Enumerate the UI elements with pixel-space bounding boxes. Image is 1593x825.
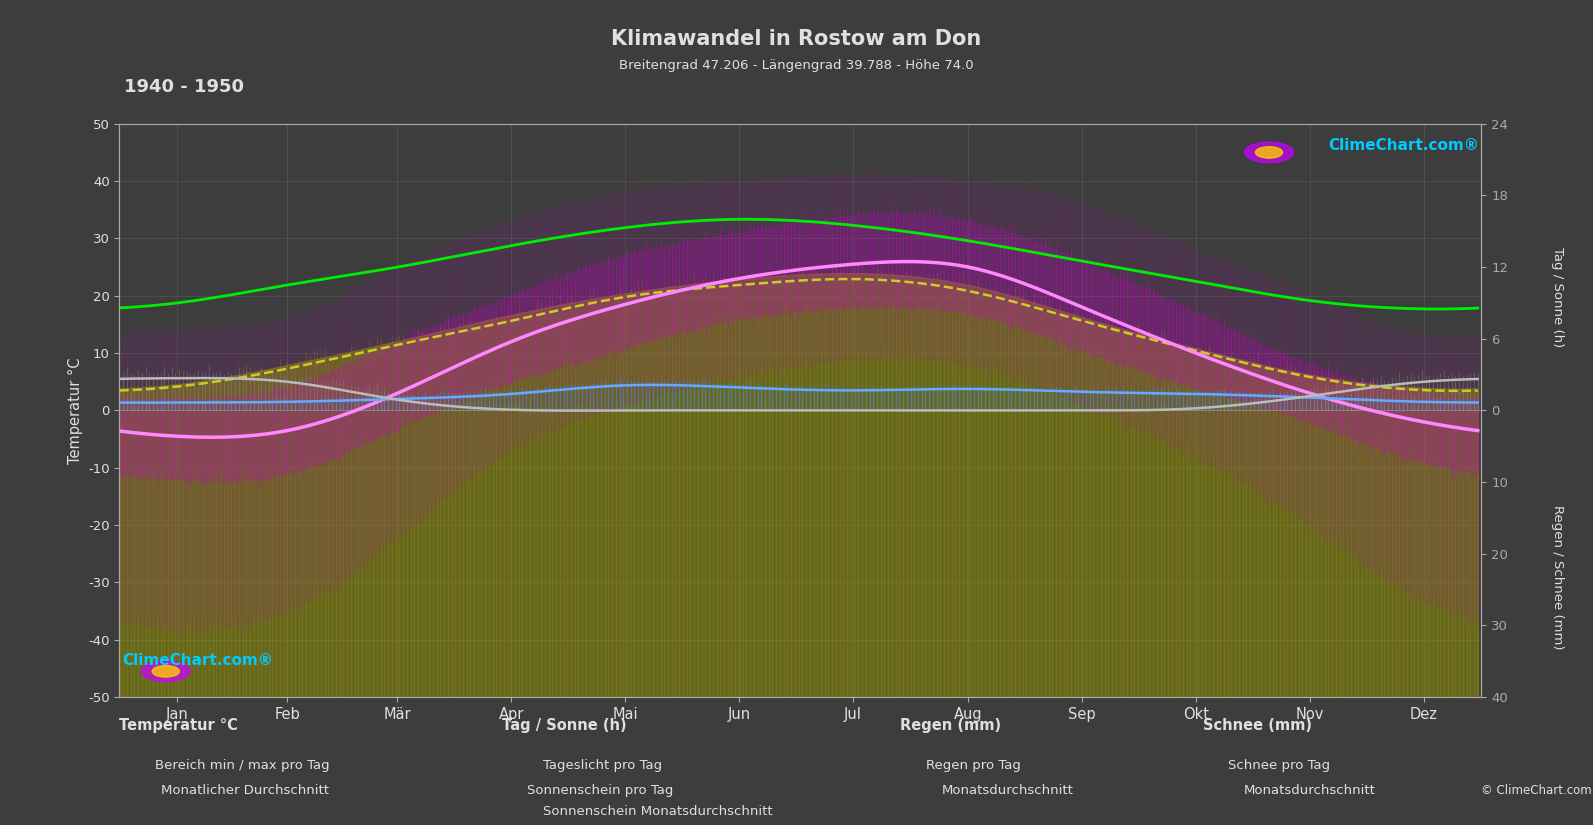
Text: ClimeChart.com®: ClimeChart.com® [1329, 138, 1478, 153]
Text: © ClimeChart.com: © ClimeChart.com [1481, 784, 1593, 797]
Text: Monatsdurchschnitt: Monatsdurchschnitt [1244, 784, 1376, 797]
Text: Monatsdurchschnitt: Monatsdurchschnitt [941, 784, 1074, 797]
Circle shape [1244, 142, 1294, 163]
Text: Tag / Sonne (h): Tag / Sonne (h) [1552, 247, 1564, 347]
Text: Schnee pro Tag: Schnee pro Tag [1228, 759, 1330, 772]
Text: Tageslicht pro Tag: Tageslicht pro Tag [543, 759, 663, 772]
Text: Breitengrad 47.206 - Längengrad 39.788 - Höhe 74.0: Breitengrad 47.206 - Längengrad 39.788 -… [620, 59, 973, 73]
Y-axis label: Temperatur °C: Temperatur °C [67, 357, 83, 464]
Text: Regen (mm): Regen (mm) [900, 718, 1000, 733]
Circle shape [153, 666, 180, 677]
Text: Bereich min / max pro Tag: Bereich min / max pro Tag [155, 759, 330, 772]
Circle shape [142, 661, 190, 681]
Text: Regen pro Tag: Regen pro Tag [926, 759, 1021, 772]
Text: Sonnenschein pro Tag: Sonnenschein pro Tag [527, 784, 674, 797]
Text: ClimeChart.com®: ClimeChart.com® [123, 653, 272, 668]
Text: Tag / Sonne (h): Tag / Sonne (h) [502, 718, 626, 733]
Text: Klimawandel in Rostow am Don: Klimawandel in Rostow am Don [612, 29, 981, 49]
Text: Monatlicher Durchschnitt: Monatlicher Durchschnitt [161, 784, 328, 797]
Circle shape [1255, 147, 1282, 158]
Text: Regen / Schnee (mm): Regen / Schnee (mm) [1552, 505, 1564, 650]
Text: 1940 - 1950: 1940 - 1950 [124, 78, 244, 97]
Text: Temperatur °C: Temperatur °C [119, 718, 239, 733]
Text: Schnee (mm): Schnee (mm) [1203, 718, 1311, 733]
Text: Sonnenschein Monatsdurchschnitt: Sonnenschein Monatsdurchschnitt [543, 805, 773, 818]
